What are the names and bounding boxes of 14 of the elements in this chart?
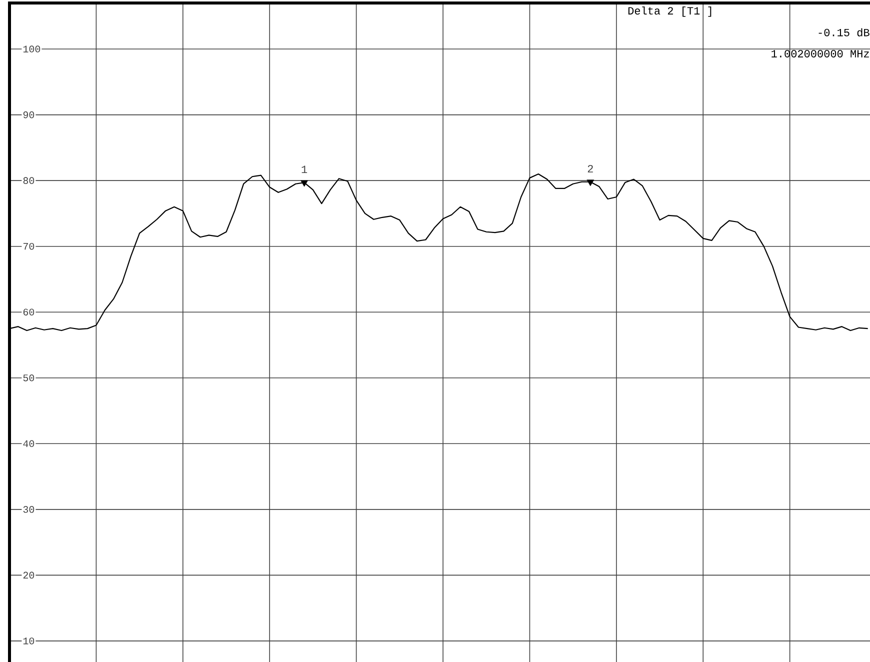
series-label: 1	[302, 166, 308, 174]
y-tick-label: 80	[23, 177, 34, 184]
y-tick-label: 20	[23, 572, 34, 579]
y-tick-label: 100	[23, 46, 40, 52]
y-tick-label: 10	[23, 638, 34, 644]
y-tick-label: 60	[23, 308, 34, 316]
y-tick-label: 90	[23, 111, 34, 118]
y-tick-label: 30	[23, 506, 34, 513]
series-label: 2	[588, 165, 593, 172]
y-tick-label: 70	[23, 242, 34, 250]
annotation: -0.15 dB	[818, 28, 870, 36]
y-tick-label: 40	[23, 440, 34, 448]
annotation: Delta 2 [T1 ]	[628, 6, 712, 17]
y-tick-label: 50	[23, 374, 34, 382]
